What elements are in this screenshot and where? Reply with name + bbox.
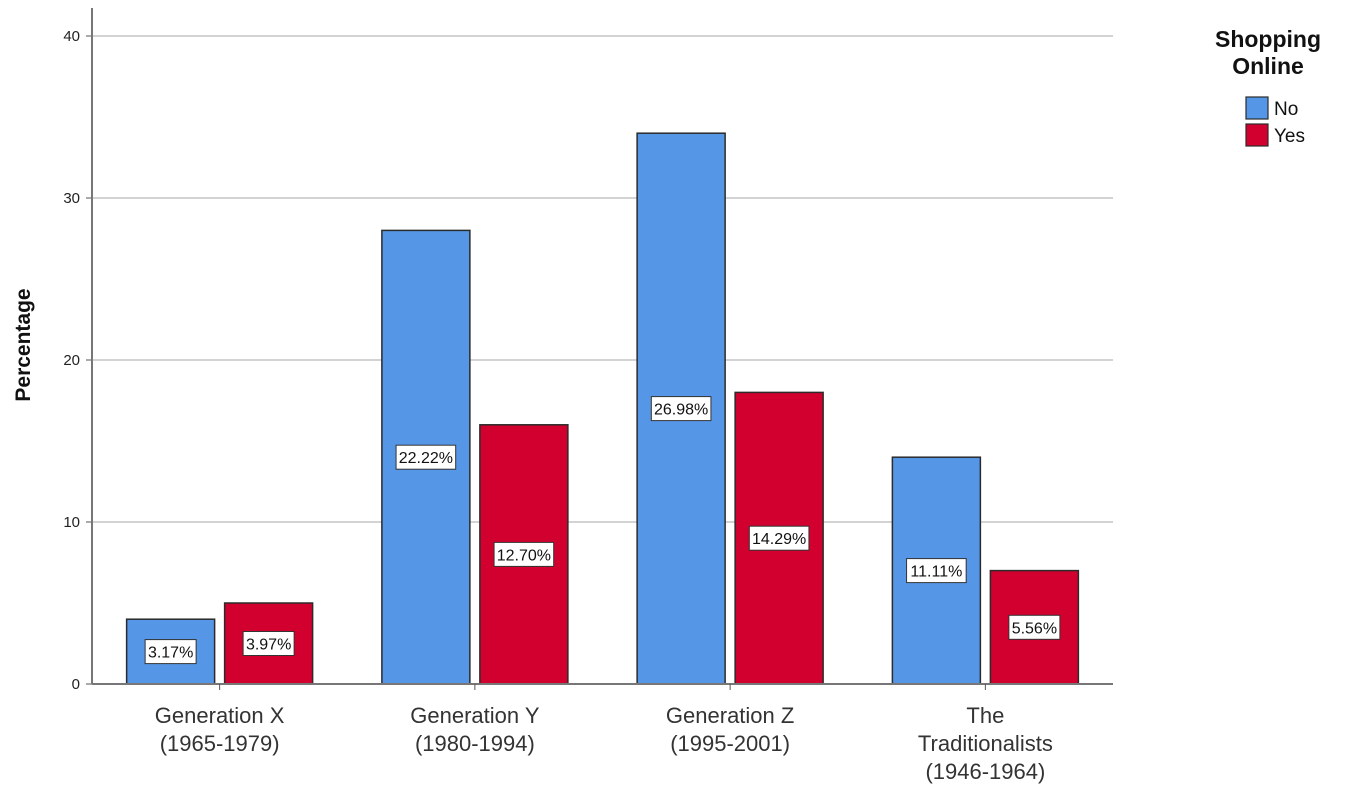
y-tick-label: 30 xyxy=(63,190,80,207)
y-tick-label: 0 xyxy=(72,676,80,693)
data-label: 26.98% xyxy=(654,402,708,419)
gridlines xyxy=(92,35,1113,523)
data-label-box xyxy=(650,396,712,422)
data-label: 22.22% xyxy=(399,450,453,467)
data-label: 11.11% xyxy=(910,564,962,581)
data-label-box xyxy=(242,631,295,656)
data-label: 5.56% xyxy=(1012,620,1057,637)
legend-label: No xyxy=(1274,99,1298,120)
x-tick-label: Generation Y xyxy=(410,703,540,728)
x-tick-label: Traditionalists xyxy=(918,731,1053,756)
legend-title: Online xyxy=(1232,53,1304,79)
data-labels: 3.17% 3.97% 22.22% 12.70% 26.98% 14.29% 11.11%… xyxy=(144,396,1061,665)
x-tick-label: (1995-2001) xyxy=(670,731,790,756)
x-tick-label: Generation Z xyxy=(666,703,794,728)
y-tick-label: 20 xyxy=(63,352,80,369)
data-label-box xyxy=(748,525,810,551)
data-label-box xyxy=(144,639,197,665)
data-label-box xyxy=(493,541,555,567)
data-label-box xyxy=(1008,614,1061,640)
legend-label: Yes xyxy=(1274,126,1305,147)
y-tick-label: 10 xyxy=(63,514,80,531)
x-tick-label: (1965-1979) xyxy=(160,731,280,756)
data-label: 12.70% xyxy=(497,547,551,564)
axes: 0 10 20 30 40 Generation X (1965-1979) Generati… xyxy=(63,8,1113,784)
legend-title: Shopping xyxy=(1215,26,1321,52)
data-label: 14.29% xyxy=(752,531,806,548)
data-label: 3.17% xyxy=(148,645,193,662)
legend-swatch xyxy=(1245,96,1269,120)
data-label: 3.97% xyxy=(246,637,291,654)
data-label-box xyxy=(906,558,967,584)
x-tick-label: The xyxy=(966,703,1004,728)
x-tick-label: Generation X xyxy=(155,703,285,728)
bars xyxy=(125,132,1080,685)
y-axis-label: Percentage xyxy=(12,288,35,401)
legend-swatch xyxy=(1245,123,1269,147)
x-tick-label: (1946-1964) xyxy=(925,759,1045,784)
x-tick-label: (1980-1994) xyxy=(415,731,535,756)
data-label-box xyxy=(395,444,457,470)
y-tick-label: 40 xyxy=(63,28,80,45)
